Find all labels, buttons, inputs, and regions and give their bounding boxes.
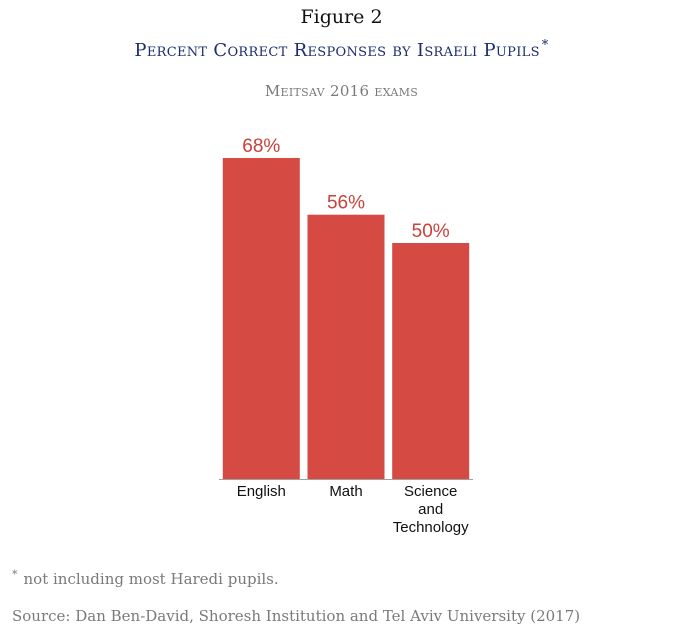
chart-subtitle: Meitsav 2016 exams	[264, 82, 419, 100]
figure-label: Figure 2	[300, 6, 383, 28]
bar-0	[222, 158, 300, 479]
category-label-0: English	[237, 483, 286, 500]
data-label-0: 68%	[242, 136, 280, 157]
chart-title: Percent Correct Responses by Israeli Pup…	[0, 38, 683, 61]
footnote: * not including most Haredi pupils.	[12, 568, 279, 588]
category-label-1: Math	[329, 483, 362, 500]
bar-1	[307, 214, 385, 479]
category-label-2: Science and Technology	[393, 483, 469, 536]
data-label-1: 56%	[327, 193, 365, 214]
source-note: Source: Dan Ben-David, Shoresh Instituti…	[12, 607, 581, 625]
title-footnote-marker: *	[541, 38, 549, 53]
chart-title-text: Percent Correct Responses by Israeli Pup…	[134, 40, 540, 61]
footnote-text: not including most Haredi pupils.	[23, 570, 279, 588]
bar-2	[392, 243, 470, 479]
data-label-2: 50%	[412, 221, 450, 242]
footnote-marker: *	[12, 568, 18, 581]
bar-chart: 68% English 56% Math 50% Science and Technology	[219, 136, 473, 536]
